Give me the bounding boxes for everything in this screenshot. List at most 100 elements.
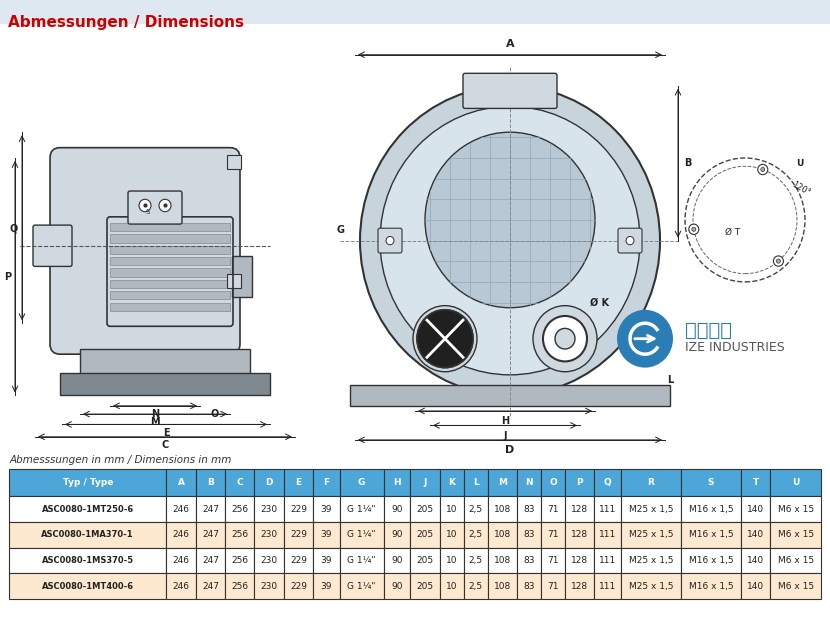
FancyBboxPatch shape	[741, 573, 770, 599]
Text: N: N	[525, 478, 533, 487]
Text: M16 x 1,5: M16 x 1,5	[689, 582, 733, 591]
FancyBboxPatch shape	[9, 548, 166, 573]
Text: P: P	[4, 272, 12, 282]
Text: B: B	[207, 478, 214, 487]
FancyBboxPatch shape	[741, 522, 770, 548]
FancyBboxPatch shape	[621, 573, 681, 599]
Text: M6 x 15: M6 x 15	[778, 582, 813, 591]
FancyBboxPatch shape	[565, 522, 594, 548]
FancyBboxPatch shape	[440, 573, 464, 599]
FancyBboxPatch shape	[9, 496, 166, 522]
FancyBboxPatch shape	[770, 548, 821, 573]
Text: IZE INDUSTRIES: IZE INDUSTRIES	[685, 342, 784, 355]
FancyBboxPatch shape	[196, 496, 225, 522]
Circle shape	[159, 199, 171, 212]
FancyBboxPatch shape	[618, 228, 642, 253]
FancyBboxPatch shape	[110, 291, 230, 299]
Text: Ø T: Ø T	[725, 228, 740, 237]
FancyBboxPatch shape	[565, 469, 594, 496]
Text: Q: Q	[603, 478, 612, 487]
FancyBboxPatch shape	[741, 496, 770, 522]
FancyBboxPatch shape	[488, 548, 517, 573]
FancyBboxPatch shape	[284, 469, 313, 496]
Circle shape	[533, 306, 597, 372]
Text: 83: 83	[523, 505, 535, 514]
Circle shape	[761, 168, 764, 171]
FancyBboxPatch shape	[541, 548, 565, 573]
Text: 39: 39	[320, 530, 332, 540]
Text: 205: 205	[417, 530, 433, 540]
FancyBboxPatch shape	[227, 274, 241, 288]
FancyBboxPatch shape	[463, 73, 557, 109]
Text: 229: 229	[290, 582, 307, 591]
Circle shape	[626, 237, 634, 245]
FancyBboxPatch shape	[110, 257, 230, 265]
FancyBboxPatch shape	[383, 496, 410, 522]
FancyBboxPatch shape	[410, 548, 440, 573]
FancyBboxPatch shape	[0, 0, 830, 447]
FancyBboxPatch shape	[488, 573, 517, 599]
Text: M16 x 1,5: M16 x 1,5	[689, 556, 733, 565]
FancyBboxPatch shape	[110, 268, 230, 277]
Text: L: L	[666, 375, 673, 385]
Text: 2,5: 2,5	[469, 530, 483, 540]
FancyBboxPatch shape	[313, 573, 339, 599]
FancyBboxPatch shape	[770, 522, 821, 548]
Text: ASC0080-1MA370-1: ASC0080-1MA370-1	[42, 530, 134, 540]
Circle shape	[776, 259, 780, 263]
FancyBboxPatch shape	[565, 573, 594, 599]
FancyBboxPatch shape	[232, 256, 252, 297]
FancyBboxPatch shape	[339, 522, 383, 548]
Text: F: F	[362, 396, 369, 406]
Text: 246: 246	[173, 530, 189, 540]
Text: 爱泽工业: 爱泽工业	[685, 321, 732, 340]
FancyBboxPatch shape	[541, 573, 565, 599]
FancyBboxPatch shape	[383, 573, 410, 599]
Text: 90: 90	[391, 530, 403, 540]
Text: R: R	[647, 478, 654, 487]
Text: G 1¼": G 1¼"	[348, 556, 376, 565]
FancyBboxPatch shape	[313, 522, 339, 548]
Text: 128: 128	[571, 505, 588, 514]
FancyBboxPatch shape	[681, 548, 741, 573]
FancyBboxPatch shape	[681, 573, 741, 599]
Text: 246: 246	[173, 582, 189, 591]
FancyBboxPatch shape	[681, 496, 741, 522]
Text: 111: 111	[599, 582, 616, 591]
Text: S: S	[708, 478, 714, 487]
FancyBboxPatch shape	[541, 469, 565, 496]
FancyBboxPatch shape	[313, 469, 339, 496]
FancyBboxPatch shape	[225, 496, 254, 522]
FancyBboxPatch shape	[594, 496, 621, 522]
FancyBboxPatch shape	[517, 548, 541, 573]
Text: Abmessungen / Dimensions: Abmessungen / Dimensions	[8, 16, 244, 30]
Text: 230: 230	[261, 582, 277, 591]
FancyBboxPatch shape	[254, 522, 284, 548]
FancyBboxPatch shape	[80, 349, 250, 375]
Text: 229: 229	[290, 556, 307, 565]
FancyBboxPatch shape	[284, 548, 313, 573]
FancyBboxPatch shape	[254, 573, 284, 599]
FancyBboxPatch shape	[440, 496, 464, 522]
Text: 90: 90	[391, 582, 403, 591]
FancyBboxPatch shape	[770, 469, 821, 496]
FancyBboxPatch shape	[225, 573, 254, 599]
Text: 2,5: 2,5	[469, 556, 483, 565]
FancyBboxPatch shape	[60, 373, 270, 396]
FancyBboxPatch shape	[313, 548, 339, 573]
Text: 71: 71	[547, 556, 559, 565]
Text: B: B	[684, 158, 691, 168]
Text: Q: Q	[10, 223, 18, 233]
FancyBboxPatch shape	[488, 469, 517, 496]
Text: G 1¼": G 1¼"	[348, 530, 376, 540]
Text: P: P	[576, 478, 583, 487]
Text: 120°: 120°	[790, 180, 812, 198]
FancyBboxPatch shape	[541, 522, 565, 548]
Text: N: N	[151, 409, 159, 419]
FancyBboxPatch shape	[621, 469, 681, 496]
Text: ASC0080-1MS370-5: ASC0080-1MS370-5	[42, 556, 134, 565]
FancyBboxPatch shape	[488, 522, 517, 548]
Text: ASC0080-1MT250-6: ASC0080-1MT250-6	[42, 505, 134, 514]
Text: M6 x 15: M6 x 15	[778, 505, 813, 514]
Text: 205: 205	[417, 582, 433, 591]
